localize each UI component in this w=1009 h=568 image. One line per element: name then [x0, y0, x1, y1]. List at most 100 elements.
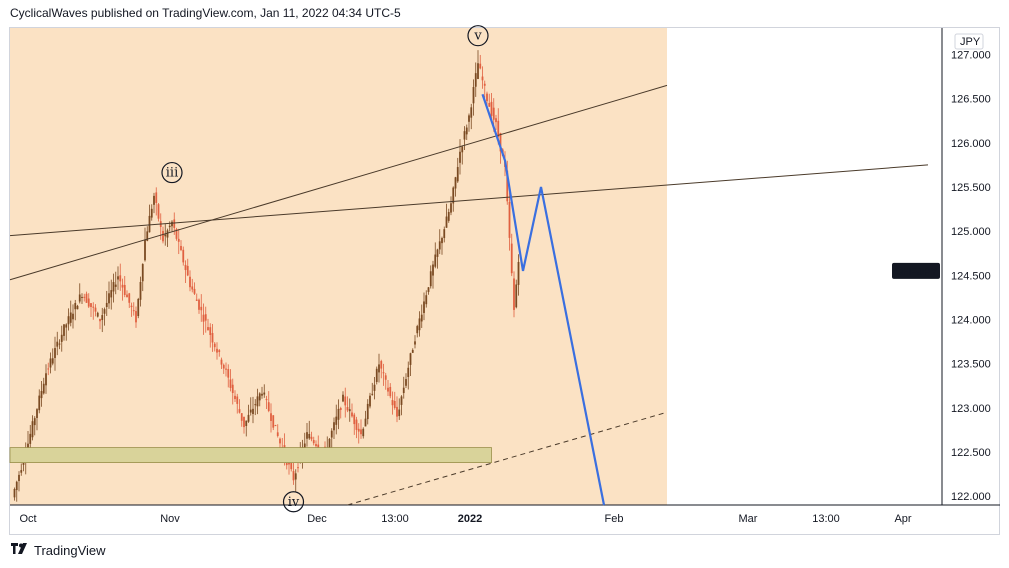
candle-body [339, 408, 342, 410]
candle-body [274, 425, 277, 427]
candle-body [13, 489, 16, 498]
candle-body [411, 349, 414, 353]
candle-body [114, 284, 117, 287]
wave-label-circle [467, 25, 489, 47]
candle-body [207, 327, 209, 331]
candle-body [101, 315, 104, 321]
candle-body [38, 395, 41, 411]
y-tick-label: 125.500 [951, 182, 991, 194]
candle-body [396, 406, 398, 417]
labels-layer: iii iv v CHFJPY [161, 25, 940, 513]
candle-body [137, 299, 140, 317]
candle-body [40, 391, 43, 399]
candle-body [380, 361, 383, 369]
candle-body [486, 93, 488, 102]
candle-body [135, 311, 137, 323]
candle-body [308, 434, 311, 439]
axes-layer: 127.000 126.500 126.000 125.500 125.000 124.5… [10, 28, 1000, 525]
candle-body [315, 444, 317, 447]
candle-body [362, 428, 365, 437]
candle-body [337, 408, 340, 420]
candle-body [335, 416, 338, 425]
candle-body [387, 387, 389, 392]
candle-body [148, 215, 151, 233]
candle-body [153, 195, 155, 205]
candle-body [389, 386, 392, 397]
candle-body [294, 473, 297, 480]
candle-body [126, 294, 128, 298]
candle-body [128, 293, 131, 303]
candle-body [193, 288, 196, 294]
candle-body [72, 313, 74, 320]
x-tick-label: 13:00 [381, 513, 409, 525]
candle-body [92, 306, 95, 308]
x-tick-label: 2022 [458, 513, 482, 525]
candle-body [391, 399, 394, 406]
candle-body [220, 359, 223, 365]
publisher-caption: CyclicalWaves published on TradingView.c… [10, 6, 401, 20]
candle-body [310, 436, 313, 440]
candle-body [20, 470, 23, 473]
candle-body [198, 299, 200, 310]
candle-body [164, 234, 167, 237]
candle-body [51, 358, 54, 364]
candle-body [402, 387, 405, 394]
candle-body [33, 418, 36, 426]
candle-body [434, 254, 437, 267]
x-tick-label: Feb [605, 513, 624, 525]
candle-body [182, 249, 185, 263]
candle-body [162, 230, 164, 242]
candle-body [342, 394, 344, 402]
candle-body [348, 409, 351, 412]
candle-body [175, 229, 178, 239]
brand-name: TradingView [34, 542, 106, 558]
x-tick-label: Dec [307, 513, 327, 525]
candle-body [360, 429, 362, 435]
candle-body [357, 428, 360, 432]
candle-body [438, 241, 441, 250]
candle-body [112, 282, 115, 292]
candle-body [407, 367, 410, 378]
trendline-upper-channel [9, 84, 668, 281]
candle-body [204, 314, 207, 321]
candle-body [180, 245, 182, 251]
candle-body [173, 219, 176, 228]
candle-body [99, 318, 101, 322]
candle-body [31, 421, 34, 438]
candle-body [465, 127, 468, 135]
candle-body [69, 312, 72, 323]
symbol-badge-label: CHFJPY [894, 266, 938, 278]
candle-body [297, 467, 299, 469]
candle-body [119, 275, 122, 282]
candle-body [375, 368, 378, 382]
candle-body [355, 419, 358, 430]
candle-body [450, 203, 452, 213]
candle-body [141, 264, 144, 282]
candle-body [229, 379, 232, 388]
candle-body [418, 318, 421, 331]
candle-body [211, 333, 214, 343]
candle-body [258, 393, 261, 401]
candle-body [256, 396, 259, 407]
candle-body [45, 373, 47, 386]
candle-body [506, 170, 509, 202]
candle-body [227, 369, 230, 378]
tradingview-footer[interactable]: TradingView [10, 541, 106, 559]
candle-body [488, 102, 491, 107]
candle-body [373, 384, 376, 391]
candle-body [454, 177, 457, 189]
candle-body [292, 471, 295, 481]
candle-body [225, 368, 227, 370]
symbol-badge [892, 262, 940, 279]
candle-body [29, 433, 32, 444]
candle-body [270, 413, 272, 421]
candle-body [254, 404, 257, 406]
candle-body [267, 402, 270, 411]
candle-body [513, 278, 515, 310]
candle-body [452, 187, 455, 204]
candle-body [425, 295, 428, 305]
candle-body [499, 133, 502, 152]
candle-body [474, 73, 477, 87]
candles-layer [13, 50, 520, 502]
